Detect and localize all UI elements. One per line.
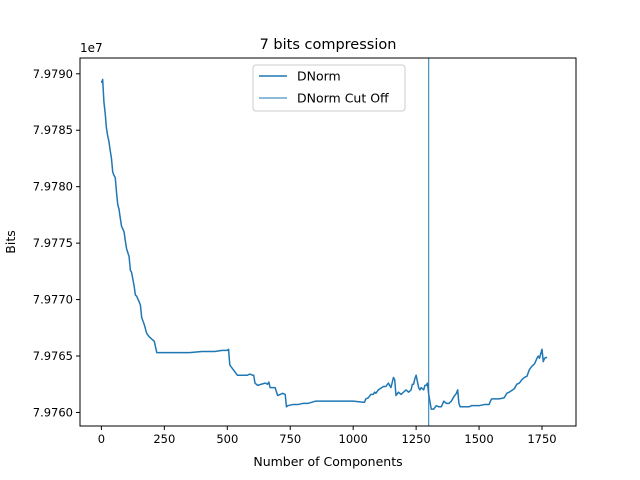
legend-box — [252, 64, 406, 112]
plot-layer — [100, 58, 548, 426]
y-axis-offset-label: 1e7 — [80, 41, 103, 55]
y-tick-label: 7.9775 — [33, 236, 73, 250]
chart-title: 7 bits compression — [260, 37, 397, 53]
x-tick-label: 1000 — [339, 432, 368, 446]
y-tick-label: 7.9790 — [33, 67, 73, 81]
legend-label-dnorm: DNorm — [297, 69, 341, 84]
x-tick-label: 0 — [98, 432, 105, 446]
legend-label-cutoff: DNorm Cut Off — [297, 91, 389, 106]
y-tick-label: 7.9785 — [33, 123, 73, 137]
y-tick-label: 7.9780 — [33, 180, 73, 194]
x-tick-label: 1500 — [464, 432, 493, 446]
series-line-dnorm — [100, 78, 548, 410]
x-tick-label: 1250 — [401, 432, 430, 446]
y-tick-label: 7.9770 — [33, 293, 73, 307]
x-tick-label: 500 — [216, 432, 238, 446]
x-axis-ticks: 0 250 500 750 1000 1250 1500 1750 — [98, 426, 557, 446]
axes-frame — [79, 57, 577, 427]
legend: DNorm DNorm Cut Off — [252, 64, 406, 112]
x-axis-label: Number of Components — [253, 454, 402, 469]
x-tick-label: 250 — [153, 432, 175, 446]
x-tick-label: 1750 — [527, 432, 556, 446]
x-tick-label: 750 — [279, 432, 301, 446]
y-axis-label: Bits — [3, 230, 18, 253]
y-tick-label: 7.9765 — [33, 349, 73, 363]
y-axis-ticks: 7.9760 7.9765 7.9770 7.9775 7.9780 7.9785 7.97… — [33, 67, 80, 419]
y-tick-label: 7.9760 — [33, 405, 73, 419]
